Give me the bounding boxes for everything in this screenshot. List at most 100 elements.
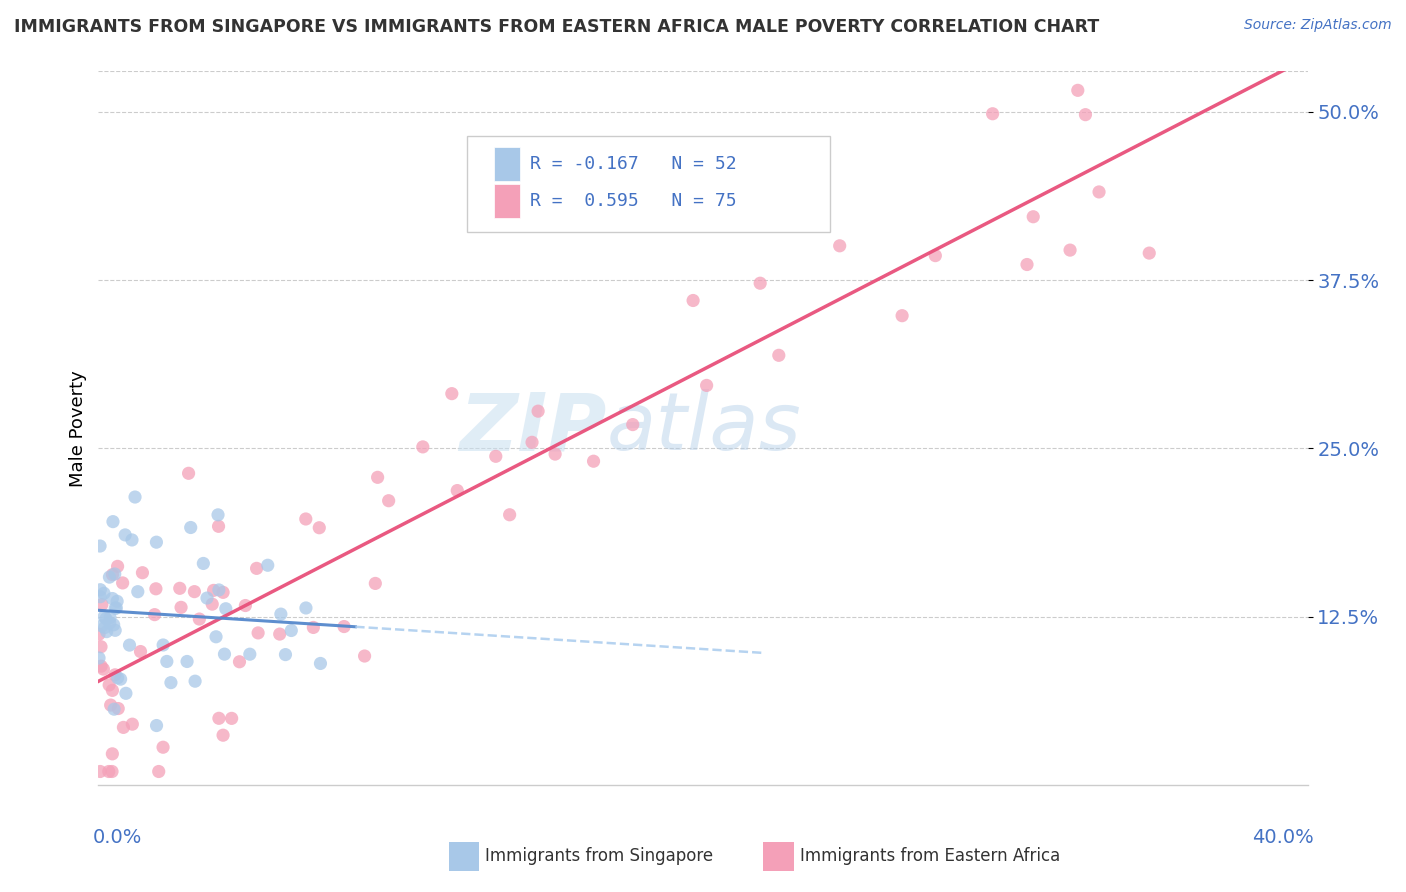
Point: [94, 620, 117, 634]
Point: [110, 672, 132, 686]
Point: [160, 675, 183, 690]
Point: [98, 615, 121, 630]
Point: [121, 533, 143, 547]
Point: [302, 620, 325, 634]
Point: [89, 590, 111, 604]
Point: [235, 599, 257, 613]
Text: Immigrants from Eastern Africa: Immigrants from Eastern Africa: [800, 847, 1060, 865]
Text: 40.0%: 40.0%: [1251, 828, 1313, 847]
Point: [101, 747, 124, 761]
Point: [367, 470, 389, 484]
Point: [93, 662, 115, 676]
Point: [104, 601, 127, 615]
Point: [129, 644, 152, 658]
Point: [103, 617, 125, 632]
Point: [104, 566, 127, 581]
Point: [93, 609, 115, 624]
Point: [188, 612, 211, 626]
Point: [121, 717, 143, 731]
Point: [1015, 258, 1038, 272]
Text: R = -0.167   N = 52: R = -0.167 N = 52: [530, 155, 737, 173]
Point: [101, 515, 124, 529]
Point: [98, 678, 121, 692]
Point: [169, 582, 191, 596]
Point: [107, 671, 129, 685]
Point: [440, 386, 463, 401]
Point: [145, 718, 167, 732]
Point: [98, 570, 121, 584]
Point: [246, 561, 269, 575]
Point: [202, 583, 225, 598]
Point: [308, 521, 330, 535]
Point: [124, 490, 146, 504]
Point: [195, 591, 218, 605]
Point: [364, 576, 387, 591]
Point: [768, 348, 790, 362]
Point: [177, 467, 200, 481]
Point: [377, 493, 399, 508]
Text: 0.0%: 0.0%: [93, 828, 142, 847]
Bar: [494, 184, 520, 219]
Point: [112, 720, 135, 734]
Point: [696, 378, 718, 392]
Point: [90, 619, 112, 633]
Point: [485, 450, 508, 464]
Point: [96, 624, 118, 639]
Point: [207, 519, 229, 533]
Point: [87, 627, 110, 641]
Point: [280, 624, 302, 638]
Point: [212, 585, 235, 599]
Point: [152, 740, 174, 755]
Point: [143, 607, 166, 622]
Point: [309, 657, 332, 671]
Point: [520, 435, 543, 450]
Text: R =  0.595   N = 75: R = 0.595 N = 75: [530, 193, 737, 211]
Point: [101, 567, 124, 582]
Point: [93, 586, 115, 600]
Bar: [763, 842, 794, 871]
Point: [207, 508, 229, 522]
Point: [145, 582, 167, 596]
Point: [97, 764, 120, 779]
Point: [208, 711, 231, 725]
Point: [94, 612, 117, 626]
Point: [212, 728, 235, 742]
Point: [183, 584, 205, 599]
Point: [891, 309, 914, 323]
Point: [105, 594, 128, 608]
Point: [201, 597, 224, 611]
Point: [184, 674, 207, 689]
Point: [145, 535, 167, 549]
Point: [256, 558, 278, 573]
Point: [118, 638, 141, 652]
Point: [114, 528, 136, 542]
Point: [446, 483, 468, 498]
Point: [101, 683, 124, 698]
Point: [247, 626, 270, 640]
Point: [101, 591, 124, 606]
Point: [1059, 243, 1081, 257]
Point: [215, 601, 238, 615]
Text: atlas: atlas: [606, 389, 801, 467]
Point: [115, 686, 138, 700]
Point: [527, 404, 550, 418]
Point: [89, 582, 111, 597]
Point: [156, 655, 179, 669]
Point: [1137, 246, 1160, 260]
Point: [107, 701, 129, 715]
Point: [148, 764, 170, 779]
Point: [205, 630, 228, 644]
Point: [274, 648, 297, 662]
Point: [152, 638, 174, 652]
Point: [193, 557, 215, 571]
Point: [621, 417, 644, 432]
Point: [981, 107, 1004, 121]
Point: [87, 651, 110, 665]
Point: [214, 647, 236, 661]
Point: [228, 655, 250, 669]
Point: [1022, 210, 1045, 224]
Text: Immigrants from Singapore: Immigrants from Singapore: [485, 847, 713, 865]
Point: [90, 598, 112, 612]
Bar: [449, 842, 479, 871]
Point: [127, 584, 149, 599]
